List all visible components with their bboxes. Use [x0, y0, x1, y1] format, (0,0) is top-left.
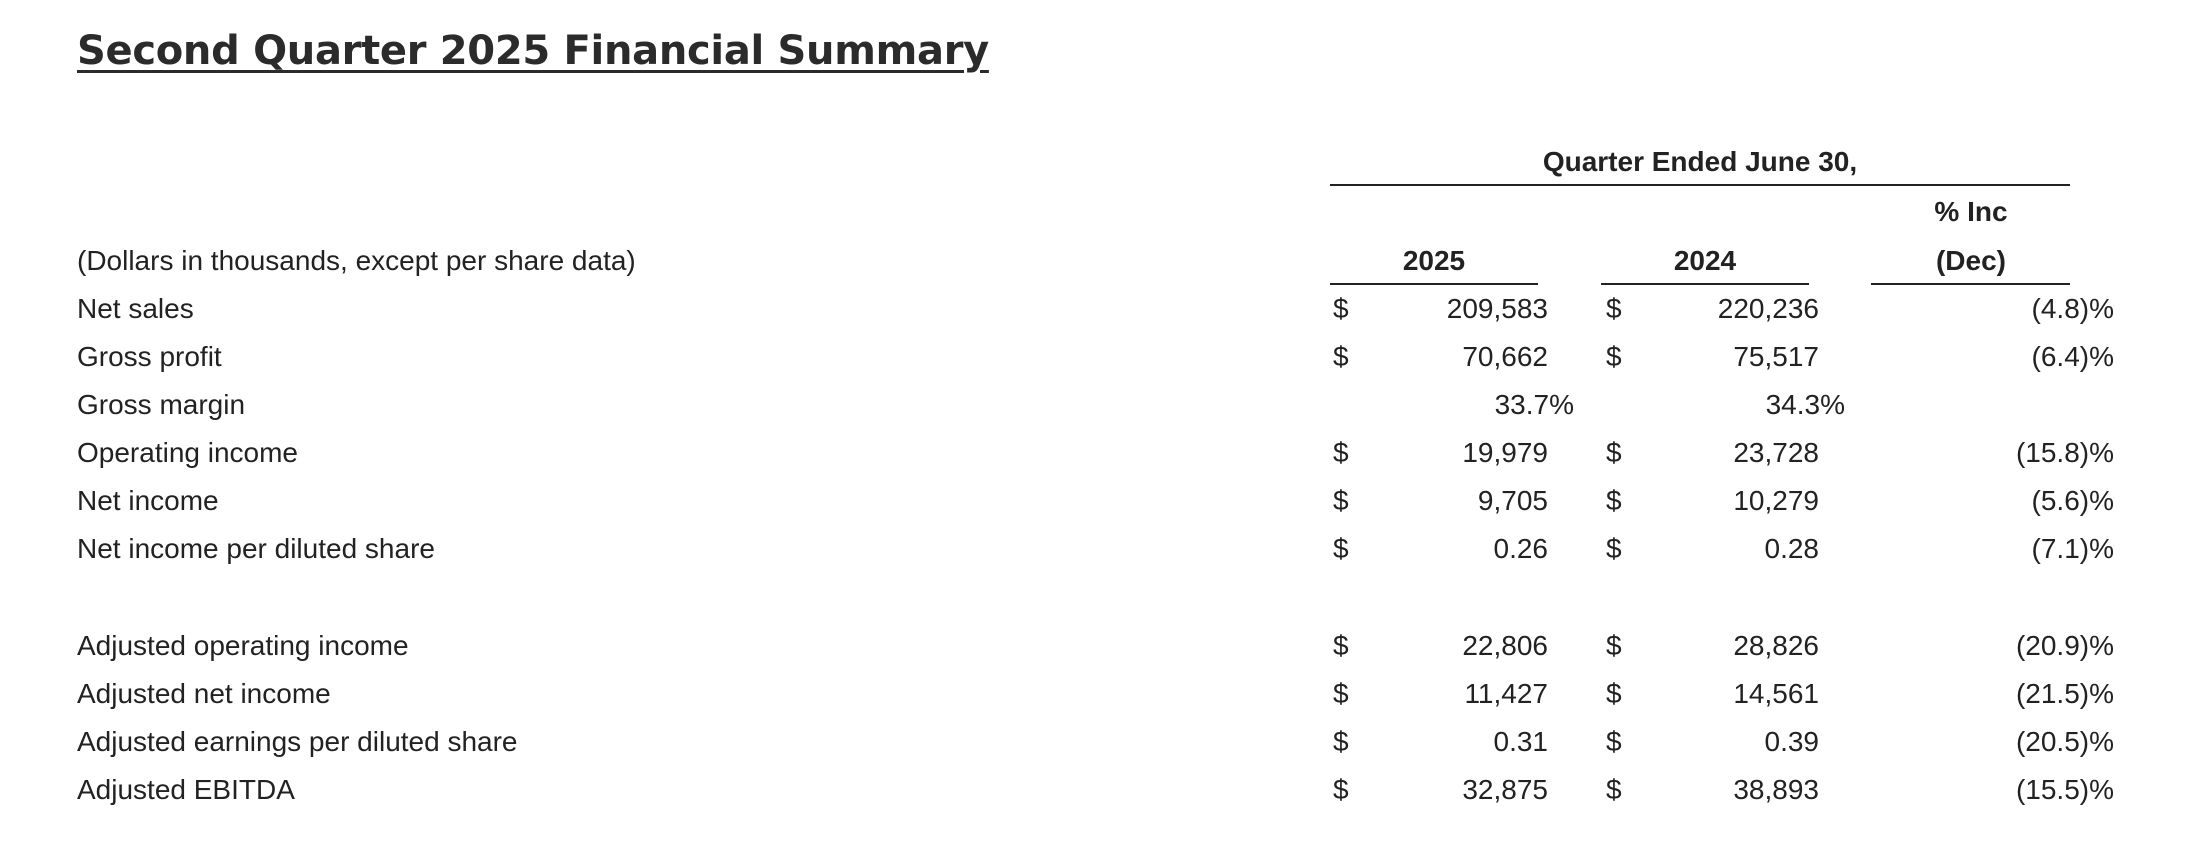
col-rule-2024 — [1601, 283, 1809, 285]
value-2024: 0.28 — [1764, 533, 1820, 564]
dollar-sign: $ — [1606, 485, 1622, 516]
page-title: Second Quarter 2025 Financial Summary — [77, 28, 989, 74]
table-row: Gross margin 33.7% 34.3% — [0, 389, 2200, 437]
percent-change: (5.6)% — [2031, 485, 2114, 516]
table-row: Adjusted net income $ 11,427 $ 14,561 (2… — [0, 678, 2200, 726]
row-label: Adjusted EBITDA — [77, 774, 295, 805]
dollar-sign: $ — [1333, 341, 1349, 372]
change-header-line1: % Inc — [1934, 196, 2008, 227]
percent-change: (20.5)% — [2015, 726, 2114, 757]
table-row: Adjusted EBITDA $ 32,875 $ 38,893 (15.5)… — [0, 774, 2200, 822]
table-row: Net income $ 9,705 $ 10,279 (5.6)% — [0, 485, 2200, 533]
period-header: Quarter Ended June 30, — [1542, 146, 1858, 177]
row-label: Net sales — [77, 293, 194, 324]
row-label: Gross margin — [77, 389, 246, 420]
percent-change: (7.1)% — [2031, 533, 2114, 564]
period-header-rule — [1330, 184, 2070, 186]
value-2025: 11,427 — [1464, 678, 1548, 709]
percent-change: (15.5)% — [2015, 774, 2114, 805]
value-2025: 32,875 — [1462, 774, 1548, 805]
row-label: Gross profit — [77, 341, 222, 372]
dollar-sign: $ — [1606, 293, 1622, 324]
dollar-sign: $ — [1333, 293, 1349, 324]
value-2025: 0.26 — [1493, 533, 1549, 564]
percent-change: (4.8)% — [2031, 293, 2114, 324]
table-row: Adjusted earnings per diluted share $ 0.… — [0, 726, 2200, 774]
value-2024: 23,728 — [1733, 437, 1819, 468]
percent-change: (6.4)% — [2031, 341, 2114, 372]
change-header-line2: (Dec) — [1935, 245, 2006, 276]
value-2024: 38,893 — [1733, 774, 1819, 805]
dollar-sign: $ — [1333, 726, 1349, 757]
value-2025: 22,806 — [1462, 630, 1548, 661]
dollar-sign: $ — [1606, 726, 1622, 757]
percent-change: (20.9)% — [2015, 630, 2114, 661]
dollar-sign: $ — [1333, 678, 1349, 709]
units-note: (Dollars in thousands, except per share … — [77, 245, 636, 276]
table-row: Gross profit $ 70,662 $ 75,517 (6.4)% — [0, 341, 2200, 389]
row-label: Operating income — [77, 437, 299, 468]
dollar-sign: $ — [1606, 678, 1622, 709]
dollar-sign: $ — [1606, 630, 1622, 661]
col-rule-2025 — [1330, 283, 1538, 285]
value-2024: 0.39 — [1764, 726, 1820, 757]
col-rule-change — [1871, 283, 2070, 285]
value-2024: 34.3% — [1765, 389, 1845, 420]
dollar-sign: $ — [1606, 533, 1622, 564]
value-2025: 33.7% — [1494, 389, 1574, 420]
col-header-2025: 2025 — [1402, 245, 1466, 276]
row-label: Net income per diluted share — [77, 533, 435, 564]
row-label: Net income — [77, 485, 219, 516]
table-row: Net income per diluted share $ 0.26 $ 0.… — [0, 533, 2200, 581]
dollar-sign: $ — [1606, 341, 1622, 372]
table-row: Operating income $ 19,979 $ 23,728 (15.8… — [0, 437, 2200, 485]
dollar-sign: $ — [1333, 774, 1349, 805]
row-label: Adjusted net income — [77, 678, 331, 709]
table-row: Net sales $ 209,583 $ 220,236 (4.8)% — [0, 293, 2200, 341]
dollar-sign: $ — [1606, 774, 1622, 805]
value-2024: 220,236 — [1717, 293, 1819, 324]
value-2024: 10,279 — [1733, 485, 1819, 516]
value-2024: 28,826 — [1733, 630, 1819, 661]
row-label: Adjusted operating income — [77, 630, 409, 661]
value-2025: 0.31 — [1493, 726, 1549, 757]
table-row: Adjusted operating income $ 22,806 $ 28,… — [0, 630, 2200, 678]
percent-change: (15.8)% — [2015, 437, 2114, 468]
dollar-sign: $ — [1333, 533, 1349, 564]
dollar-sign: $ — [1606, 437, 1622, 468]
value-2025: 19,979 — [1462, 437, 1548, 468]
percent-change: (21.5)% — [2015, 678, 2114, 709]
dollar-sign: $ — [1333, 630, 1349, 661]
value-2025: 70,662 — [1462, 341, 1548, 372]
dollar-sign: $ — [1333, 485, 1349, 516]
value-2025: 209,583 — [1446, 293, 1548, 324]
value-2024: 75,517 — [1733, 341, 1819, 372]
dollar-sign: $ — [1333, 437, 1349, 468]
row-label: Adjusted earnings per diluted share — [77, 726, 518, 757]
col-header-2024: 2024 — [1673, 245, 1737, 276]
value-2024: 14,561 — [1733, 678, 1819, 709]
value-2025: 9,705 — [1477, 485, 1548, 516]
